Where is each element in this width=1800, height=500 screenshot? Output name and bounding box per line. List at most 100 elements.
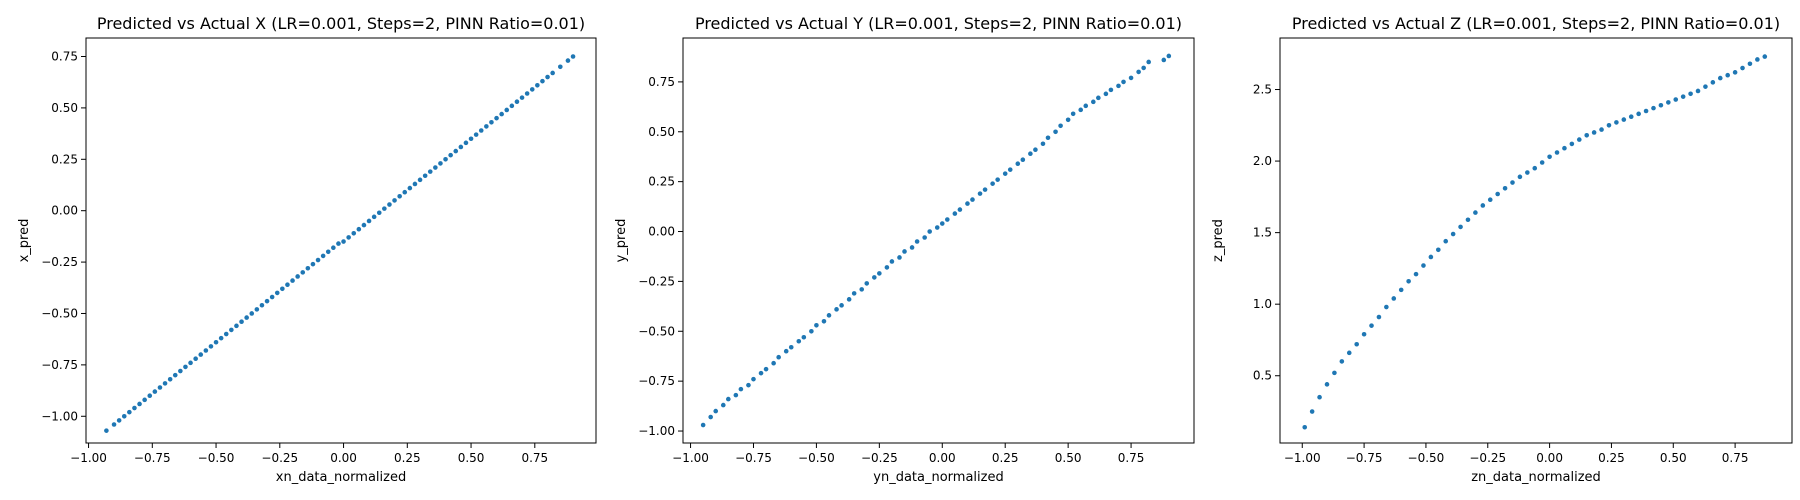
data-point — [1680, 94, 1686, 99]
data-point — [142, 397, 147, 403]
data-point — [1755, 57, 1760, 62]
x-tick-label: −1.00 — [1284, 451, 1321, 465]
chart-panel-0: −1.00 −0.75 −0.50 −0.25 0.00 0.25 0.50 0.75 −1.0… — [17, 14, 597, 485]
data-point — [1725, 72, 1730, 78]
data-point — [417, 177, 423, 183]
data-point — [264, 298, 270, 304]
data-point — [957, 207, 963, 212]
data-point — [1510, 180, 1515, 185]
data-point — [213, 339, 219, 345]
data-point — [290, 278, 295, 283]
data-point — [259, 302, 265, 308]
y-tick-label: 2.0 — [1253, 154, 1272, 168]
data-point — [453, 148, 459, 154]
y-tick-label: −0.25 — [41, 255, 78, 269]
chart-title: Predicted vs Actual Z (LR=0.001, Steps=2… — [1292, 14, 1780, 33]
data-point — [331, 245, 336, 250]
data-point — [1636, 111, 1641, 117]
data-point — [1673, 97, 1679, 102]
data-point — [776, 354, 781, 360]
data-point — [529, 87, 535, 92]
data-point — [763, 366, 769, 372]
data-point — [922, 235, 927, 240]
data-point — [315, 257, 321, 263]
data-point — [1166, 53, 1172, 59]
x-tick-label: 0.00 — [330, 451, 357, 465]
data-point — [1569, 141, 1575, 147]
data-point — [1428, 254, 1434, 260]
data-point — [1717, 75, 1723, 81]
data-point — [1732, 70, 1738, 75]
data-point — [473, 132, 479, 137]
data-point — [1547, 154, 1552, 160]
data-point — [1688, 91, 1693, 97]
x-tick-label: 0.25 — [992, 451, 1019, 465]
y-tick-label: 0.75 — [648, 75, 675, 89]
x-tick-label: 0.75 — [1118, 451, 1145, 465]
data-point — [147, 393, 153, 399]
data-point — [1606, 123, 1612, 128]
data-point — [1473, 210, 1478, 215]
data-point — [934, 225, 940, 230]
data-point — [127, 409, 132, 415]
data-point — [1584, 133, 1590, 138]
data-point — [535, 82, 540, 88]
data-point — [137, 401, 142, 407]
data-point — [285, 282, 290, 288]
scatter-points — [700, 53, 1172, 428]
data-point — [387, 202, 392, 207]
data-point — [116, 418, 122, 423]
data-point — [1762, 54, 1768, 59]
data-point — [788, 344, 794, 350]
data-point — [244, 315, 249, 320]
y-tick-label: −0.75 — [41, 358, 78, 372]
data-point — [1141, 65, 1146, 71]
data-point — [310, 261, 316, 267]
data-point — [952, 211, 958, 216]
data-point — [1651, 105, 1656, 111]
x-tick-label: −0.50 — [198, 451, 235, 465]
data-point — [1332, 370, 1337, 376]
data-point — [167, 376, 173, 382]
data-point — [1096, 95, 1101, 101]
data-point — [1643, 108, 1649, 114]
data-point — [1339, 359, 1345, 364]
y-tick-label: 0.5 — [1253, 369, 1272, 383]
data-point — [274, 290, 280, 296]
x-tick-label: 0.75 — [1722, 451, 1749, 465]
data-point — [889, 259, 895, 264]
data-point — [121, 413, 127, 419]
data-point — [1487, 197, 1493, 203]
data-point — [897, 255, 902, 260]
y-tick-label: 0.00 — [648, 225, 675, 239]
data-point — [1324, 382, 1330, 387]
y-axis-label: x_pred — [17, 219, 32, 263]
x-tick-label: −0.25 — [861, 451, 898, 465]
data-point — [1015, 161, 1021, 166]
data-point — [801, 334, 807, 340]
data-point — [809, 328, 814, 334]
data-point — [489, 119, 494, 125]
data-point — [1413, 271, 1419, 277]
data-point — [821, 319, 827, 324]
data-point — [570, 54, 576, 59]
data-point — [422, 173, 428, 179]
y-tick-label: −0.50 — [41, 306, 78, 320]
data-point — [771, 360, 776, 366]
y-tick-label: 1.5 — [1253, 226, 1272, 240]
x-tick-label: −1.00 — [672, 451, 709, 465]
data-point — [1621, 117, 1627, 122]
data-point — [280, 286, 285, 292]
data-point — [402, 189, 408, 195]
data-point — [909, 245, 915, 250]
data-point — [1450, 231, 1456, 237]
data-point — [1384, 304, 1389, 310]
data-point — [1053, 129, 1058, 135]
data-point — [751, 376, 756, 382]
scatter-points — [1302, 54, 1768, 430]
data-point — [361, 222, 367, 228]
data-point — [1058, 123, 1063, 129]
x-tick-label: −0.50 — [1408, 451, 1445, 465]
data-point — [1458, 224, 1463, 230]
